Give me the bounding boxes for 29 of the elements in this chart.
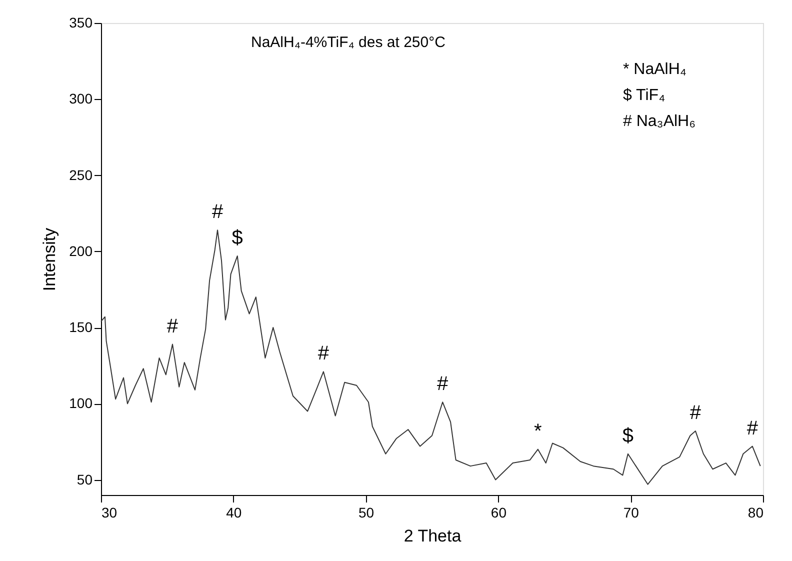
annotation: $ — [622, 424, 634, 447]
x-tick-label: 50 — [358, 504, 374, 520]
y-tick-label: 100 — [69, 395, 93, 412]
x-tick-label: 30 — [102, 504, 118, 520]
annotation: # — [746, 417, 759, 440]
x-tick-label: 40 — [226, 504, 242, 520]
annotation: # — [437, 373, 450, 396]
y-tick-label: 350 — [69, 14, 93, 30]
annotation: * NaAlH₄ — [623, 61, 686, 78]
annotation: # — [318, 342, 330, 365]
line-series — [100, 230, 761, 485]
annotation: $ TiF₄ — [623, 87, 666, 104]
x-tick-label: 70 — [623, 504, 640, 520]
x-axis-title: 2 Theta — [404, 526, 462, 546]
y-tick-label: 300 — [69, 90, 93, 107]
y-axis-title: Intensity — [40, 227, 60, 292]
x-tick-label: 60 — [490, 504, 507, 520]
y-tick-label: 150 — [69, 319, 93, 336]
y-tick-label: 250 — [69, 166, 93, 183]
annotation: # — [166, 315, 179, 338]
x-tick-label: 80 — [748, 504, 764, 520]
text: NaAlH₄-4%TiF₄ des at 250°C — [251, 34, 446, 51]
y-tick-label: 50 — [76, 471, 93, 488]
annotation: $ — [232, 226, 243, 249]
annotation: * — [534, 420, 542, 442]
y-tick-label: 200 — [69, 242, 93, 259]
annotation: # — [212, 201, 224, 224]
annotation: # — [690, 402, 702, 424]
annotation: # Na₃AlH₆ — [623, 113, 696, 130]
